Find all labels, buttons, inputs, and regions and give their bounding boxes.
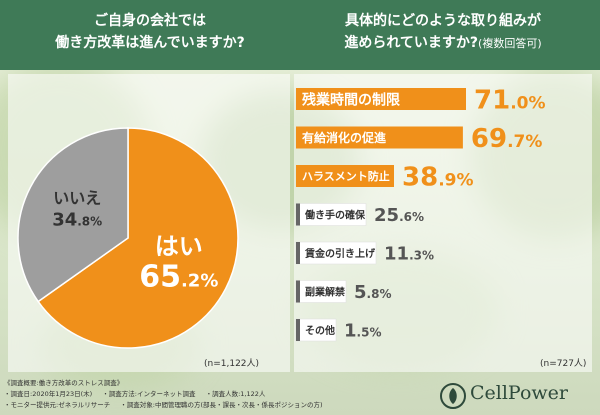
header-banner: ご自身の会社では 働き方改革は進んでいますか? 具体的にどのような取り組みが 進… bbox=[0, 0, 600, 70]
left-question-line1: ご自身の会社では bbox=[94, 13, 206, 29]
logo-text: CellPower bbox=[470, 382, 568, 404]
bar-1 bbox=[296, 126, 463, 149]
bar-label-3: 働き手の確保 bbox=[304, 208, 366, 221]
survey-date: ・調査日:2020年1月23日(木) bbox=[4, 390, 93, 398]
left-question: ご自身の会社では 働き方改革は進んでいますか? bbox=[20, 10, 280, 54]
bar-label-6: その他 bbox=[305, 324, 335, 337]
survey-row-2: ・モニター提供元:ゼネラルリサーチ ・調査対象:中間管理職の方(部長・課長・次長… bbox=[4, 400, 424, 411]
bar-label-1: 有給消化の促進 bbox=[302, 130, 387, 145]
survey-method: ・調査方法:インターネット調査 bbox=[102, 390, 196, 398]
bar-chart: 残業時間の制限 71.0% 有給消化の促進 69.7% ハラスメント防止 38.9% 働き手… bbox=[295, 85, 546, 341]
bar-value-4: 11.3% bbox=[384, 243, 434, 264]
survey-provider: ・モニター提供元:ゼネラルリサーチ bbox=[4, 401, 111, 409]
bar-value-1: 69.7% bbox=[471, 124, 543, 154]
survey-target: ・調査対象:中間管理職の方(部長・課長・次長・係長ポジションの方) bbox=[120, 401, 323, 409]
pie-slice-1 bbox=[17, 127, 129, 303]
right-question-line1: 具体的にどのような取り組みが bbox=[345, 13, 541, 29]
right-question-note: (複数回答可) bbox=[478, 37, 542, 50]
bar-value-6: 1.5% bbox=[344, 320, 381, 341]
survey-row-1: ・調査日:2020年1月23日(木) ・調査方法:インターネット調査 ・調査人数… bbox=[4, 389, 424, 400]
bar-2 bbox=[296, 165, 394, 187]
logo-mark-icon bbox=[440, 383, 466, 409]
survey-title: 《調査概要:働き方改革のストレス調査》 bbox=[4, 379, 124, 387]
left-question-line2: 働き方改革は進んでいますか? bbox=[55, 35, 245, 51]
pie-n-label: (n=1,122人) bbox=[204, 359, 260, 369]
survey-count: ・調査人数:1,122人 bbox=[205, 390, 266, 398]
bar-accent-5 bbox=[296, 280, 300, 303]
pie-slice-0 bbox=[37, 127, 239, 349]
survey-overview: 《調査概要:働き方改革のストレス調査》 ・調査日:2020年1月23日(木) ・… bbox=[4, 378, 424, 411]
right-question-line2: 進められていますか? bbox=[344, 35, 479, 51]
bar-label-4: 賃金の引き上げ bbox=[304, 247, 376, 260]
bar-accent-4 bbox=[296, 242, 300, 264]
bar-n-label: (n=727人) bbox=[540, 359, 587, 369]
bar-value-3: 25.6% bbox=[374, 205, 424, 226]
bar-0 bbox=[296, 88, 466, 110]
pie-value-1: 34.8% bbox=[52, 210, 102, 231]
right-question: 具体的にどのような取り組みが 進められていますか?(複数回答可) bbox=[298, 10, 588, 55]
bar-value-0: 71.0% bbox=[474, 85, 546, 115]
bar-accent-6 bbox=[296, 319, 300, 341]
pie-label-0: はい bbox=[155, 232, 203, 260]
pie-value-0: 65.2% bbox=[139, 259, 218, 294]
pie-label-1: いいえ bbox=[53, 189, 101, 208]
bar-accent-3 bbox=[296, 203, 300, 226]
bar-label-5: 副業解禁 bbox=[305, 285, 345, 298]
bar-value-5: 5.8% bbox=[354, 282, 391, 303]
bar-label-0: 残業時間の制限 bbox=[302, 91, 400, 108]
cellpower-logo: CellPower bbox=[440, 382, 595, 410]
bar-value-2: 38.9% bbox=[402, 162, 474, 192]
bar-label-2: ハラスメント防止 bbox=[302, 169, 390, 183]
